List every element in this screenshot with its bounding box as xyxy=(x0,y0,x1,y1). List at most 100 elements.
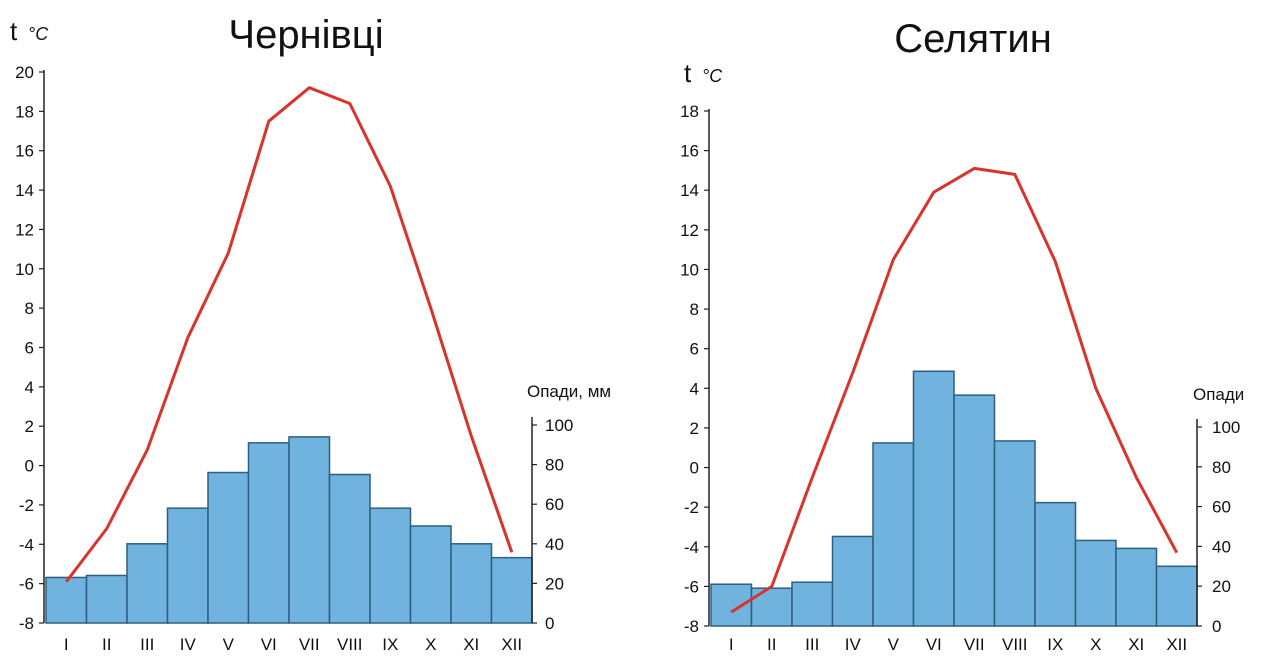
month-label: II xyxy=(102,635,111,653)
month-label: VII xyxy=(299,635,320,653)
temperature-line xyxy=(730,166,1179,614)
temp-tick-label: -8 xyxy=(19,614,34,633)
temp-tick-label: 18 xyxy=(15,102,34,121)
precip-bar xyxy=(872,442,915,627)
precip-bar xyxy=(791,581,834,627)
precip-tick-label: 60 xyxy=(545,495,564,514)
temp-tick-label: 0 xyxy=(25,457,34,476)
month-label: IX xyxy=(382,635,398,653)
month-label: III xyxy=(140,635,154,653)
precip-tick-label: 60 xyxy=(1212,498,1231,517)
temp-tick-label: 2 xyxy=(690,419,699,438)
month-label: V xyxy=(888,635,900,653)
precip-bar xyxy=(953,394,996,627)
temp-axis-unit: °C xyxy=(702,66,723,86)
precip-bar xyxy=(490,556,533,624)
temp-tick-label: 6 xyxy=(690,340,699,359)
temp-tick-label: -8 xyxy=(684,617,699,636)
temp-tick-label: 12 xyxy=(15,220,34,239)
precip-bar xyxy=(288,436,331,624)
temp-tick-label: 8 xyxy=(690,300,699,319)
precip-tick-label: 20 xyxy=(1212,577,1231,596)
month-label: VI xyxy=(261,635,277,653)
month-label: X xyxy=(1090,635,1101,653)
precip-bar xyxy=(328,473,371,624)
precip-tick-label: 80 xyxy=(545,456,564,475)
precip-bar xyxy=(369,507,412,624)
temp-tick-label: -6 xyxy=(19,575,34,594)
month-label: III xyxy=(805,635,819,653)
precip-bar xyxy=(45,576,88,624)
temp-tick-label: 16 xyxy=(15,142,34,161)
precip-bar xyxy=(1074,539,1117,627)
temp-tick-label: 16 xyxy=(680,142,699,161)
temperature-line xyxy=(65,86,514,583)
precip-bar xyxy=(1155,565,1198,627)
precip-bar xyxy=(1115,547,1158,627)
chart-title: Селятин xyxy=(894,17,1052,61)
precip-axis-label: Опади, мм xyxy=(527,382,611,401)
temp-tick-label: 20 xyxy=(15,63,34,82)
month-label: VII xyxy=(964,635,985,653)
month-label: II xyxy=(767,635,776,653)
month-label: I xyxy=(729,635,734,653)
temp-tick-label: 12 xyxy=(680,221,699,240)
temp-tick-label: -4 xyxy=(19,535,34,554)
temp-tick-label: 6 xyxy=(25,339,34,358)
precip-bar xyxy=(831,535,874,627)
precip-axis-label: Опади xyxy=(1193,385,1244,404)
temp-tick-label: 0 xyxy=(690,459,699,478)
precip-tick-label: 40 xyxy=(1212,537,1231,556)
precip-tick-label: 100 xyxy=(545,416,573,435)
month-label: IX xyxy=(1047,635,1063,653)
temp-tick-label: 10 xyxy=(15,260,34,279)
temp-tick-label: -6 xyxy=(684,577,699,596)
precip-bar xyxy=(409,525,452,624)
temp-tick-label: 8 xyxy=(25,299,34,318)
temp-tick-label: 18 xyxy=(680,102,699,121)
temp-tick-label: -2 xyxy=(19,496,34,515)
month-label: XI xyxy=(463,635,479,653)
temp-tick-label: 14 xyxy=(680,181,699,200)
precip-bar xyxy=(166,507,209,624)
temp-tick-label: 10 xyxy=(680,260,699,279)
precip-bar xyxy=(993,440,1036,627)
precip-bar xyxy=(126,543,169,624)
precip-bar xyxy=(1034,501,1077,627)
precip-bar xyxy=(710,583,753,627)
precip-tick-label: 80 xyxy=(1212,458,1231,477)
month-label: XI xyxy=(1128,635,1144,653)
precip-bar xyxy=(247,442,290,624)
precip-tick-label: 20 xyxy=(545,574,564,593)
precip-tick-label: 100 xyxy=(1212,418,1240,437)
temp-tick-label: -4 xyxy=(684,538,699,557)
precip-bar xyxy=(912,370,955,627)
month-label: VIII xyxy=(1002,635,1028,653)
precip-tick-label: 0 xyxy=(1212,617,1221,636)
temp-tick-label: 4 xyxy=(25,378,34,397)
precip-bar xyxy=(85,574,128,624)
month-label: IV xyxy=(845,635,862,653)
temp-axis-unit: °C xyxy=(28,24,49,44)
month-label: VIII xyxy=(337,635,363,653)
month-label: X xyxy=(425,635,436,653)
precip-tick-label: 0 xyxy=(545,614,554,633)
precip-tick-label: 40 xyxy=(545,535,564,554)
month-label: I xyxy=(64,635,69,653)
month-label: XII xyxy=(1166,635,1187,653)
temp-tick-label: 4 xyxy=(690,379,699,398)
month-label: IV xyxy=(180,635,197,653)
temp-tick-label: -2 xyxy=(684,498,699,517)
temp-axis-label: t xyxy=(684,58,692,88)
month-label: VI xyxy=(926,635,942,653)
precip-bar xyxy=(450,543,493,624)
precip-bar xyxy=(207,471,250,624)
month-label: XII xyxy=(501,635,522,653)
month-label: V xyxy=(223,635,235,653)
temp-axis-label: t xyxy=(10,16,18,46)
temp-tick-label: 14 xyxy=(15,181,34,200)
chart-title: Чернівці xyxy=(228,13,383,57)
temp-tick-label: 2 xyxy=(25,417,34,436)
